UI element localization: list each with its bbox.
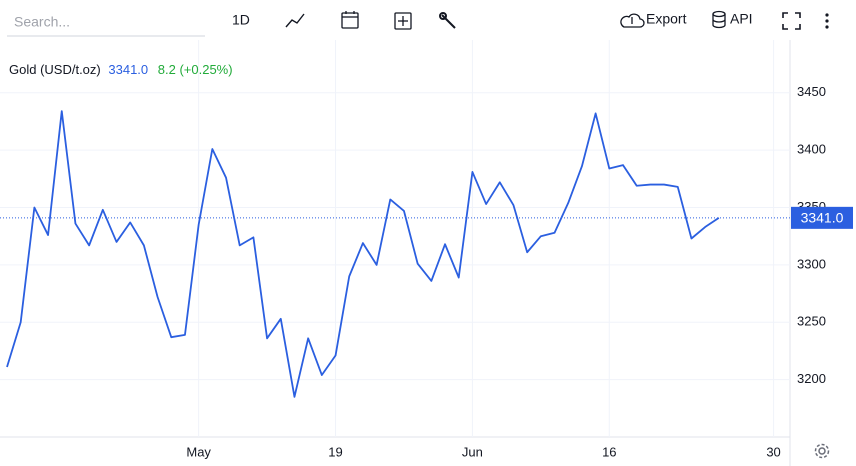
last-price-badge [791,206,853,229]
y-tick-label: 3200 [797,371,826,386]
x-tick-label: 16 [602,444,616,459]
settings-wrench-icon[interactable] [439,12,456,29]
calendar-icon[interactable] [341,11,359,29]
y-tick-label: 3300 [797,256,826,271]
more-menu-icon[interactable] [825,13,829,29]
interval-button[interactable]: 1D [232,12,250,28]
line-type-icon[interactable] [285,13,305,28]
fullscreen-icon[interactable] [782,12,801,30]
export-icon[interactable] [620,13,645,28]
y-tick-label: 3450 [797,84,826,99]
export-button[interactable]: Export [646,11,687,27]
x-tick-label: Jun [462,444,483,459]
symbol-title: Gold (USD/t.oz) [9,62,101,77]
search-input[interactable]: Search... [14,14,70,30]
y-tick-label: 3400 [797,142,826,157]
chart-settings-icon[interactable] [814,443,830,459]
price-line [6,110,720,398]
api-icon[interactable] [712,10,726,29]
x-tick-label: 30 [766,444,780,459]
y-tick-label: 3250 [797,314,826,329]
last-price: 3341.0 [108,62,148,77]
add-indicator-icon[interactable] [394,12,412,30]
x-tick-label: 19 [328,444,342,459]
last-price-badge-label: 3341.0 [801,210,844,226]
x-tick-label: May [186,444,211,459]
api-button[interactable]: API [730,11,753,27]
legend-header: Gold (USD/t.oz) 3341.0 8.2 (+0.25%) [9,62,233,77]
price-change: 8.2 (+0.25%) [158,62,233,77]
